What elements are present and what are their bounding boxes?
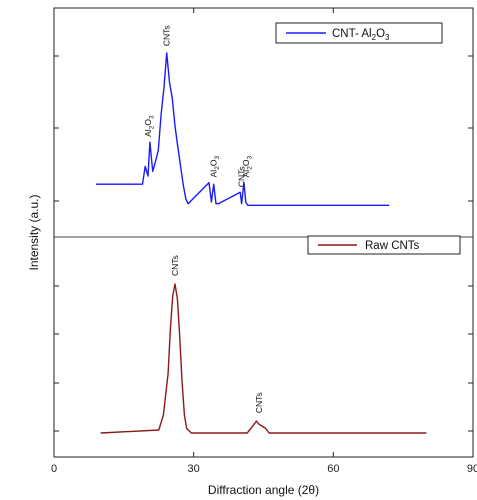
legend-top: CNT- Al2O3 xyxy=(275,22,443,44)
x-tick-label: 60 xyxy=(327,463,339,475)
plot-frame xyxy=(53,7,474,458)
peak-label-top: Al2O3 xyxy=(241,156,254,178)
x-tick-label: 0 xyxy=(51,463,57,475)
y-axis-title: Intensity (a.u.) xyxy=(27,194,41,270)
series-line-top xyxy=(95,52,390,207)
peak-label-top: CNTs xyxy=(162,25,172,46)
legend-box-top xyxy=(275,22,443,44)
x-axis-title: Diffraction angle (2θ) xyxy=(208,483,319,497)
peak-label-top: Al2O3 xyxy=(209,156,222,178)
peak-label-top: CNTs xyxy=(237,166,247,187)
peak-label-bottom: CNTs xyxy=(170,255,180,276)
legend-label-top: CNT- Al2O3 xyxy=(332,28,390,42)
peak-label-bottom: CNTs xyxy=(254,392,264,413)
legend-label-bottom: Raw CNTs xyxy=(365,240,420,252)
x-tick-label: 90 xyxy=(467,463,477,475)
legend-bottom: Raw CNTs xyxy=(307,235,461,255)
series-line-bottom xyxy=(100,283,427,434)
peak-label-top: Al2O3 xyxy=(143,115,156,137)
x-tick-label: 30 xyxy=(188,463,200,475)
legend-box-bottom xyxy=(307,235,461,255)
